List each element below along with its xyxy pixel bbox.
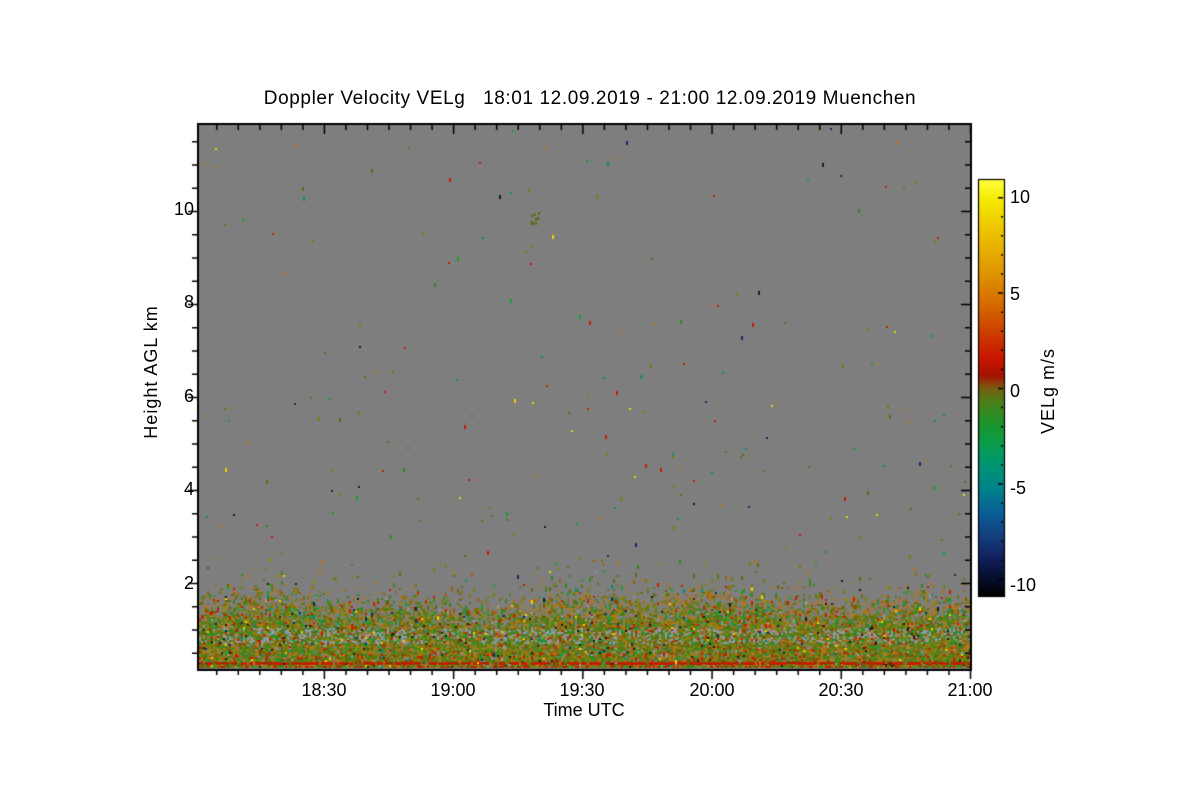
y-tick-label-4: 4 [183, 479, 194, 499]
y-tick-label-8: 8 [183, 292, 194, 312]
y-axis-title: Height AGL km [141, 305, 161, 439]
colorbar-tick-m5: -5 [1010, 478, 1027, 498]
x-tick-label-1900: 19:00 [430, 680, 476, 700]
colorbar-tick-m10: -10 [1010, 575, 1037, 595]
x-axis-title: Time UTC [543, 700, 625, 720]
chart-title: Doppler Velocity VELg 18:01 12.09.2019 -… [263, 88, 917, 109]
y-tick-label-6: 6 [183, 386, 194, 406]
x-tick-label-1830: 18:30 [301, 680, 347, 700]
x-tick-label-2000: 20:00 [689, 680, 735, 700]
x-tick-label-2030: 20:30 [818, 680, 864, 700]
colorbar-tick-0: 0 [1010, 381, 1021, 401]
colorbar-title: VELg m/s [1038, 347, 1058, 435]
x-tick-label-2100: 21:00 [947, 680, 993, 700]
y-tick-label-10: 10 [173, 199, 194, 219]
x-tick-label-1930: 19:30 [559, 680, 605, 700]
colorbar-tick-5: 5 [1010, 284, 1021, 304]
colorbar-tick-10: 10 [1010, 187, 1031, 207]
y-tick-label-2: 2 [183, 573, 194, 593]
